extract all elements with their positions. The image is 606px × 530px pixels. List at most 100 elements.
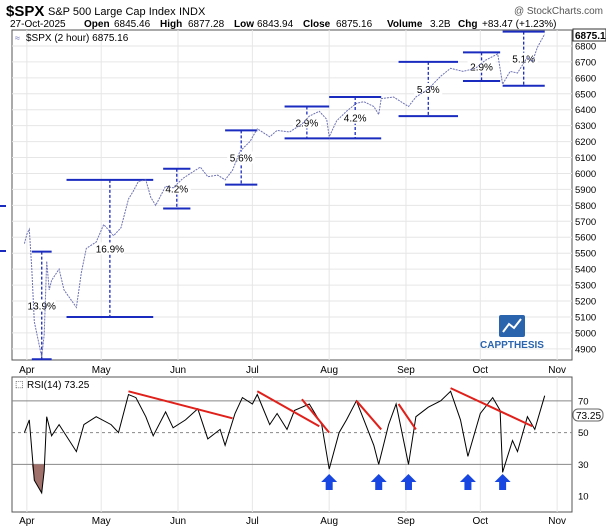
legend-icon: ≈	[15, 33, 20, 43]
last-value-tag: 6875.1	[572, 28, 606, 42]
rsi-y-axis: 10 30 50 70	[578, 396, 589, 502]
price-y-tick-label: 6300	[575, 121, 596, 132]
price-legend: ≈ $SPX (2 hour) 6875.16	[14, 32, 129, 44]
support-arrow-icon	[321, 474, 338, 490]
rsi-downtrend-line	[128, 390, 233, 420]
price-x-tick-label: May	[92, 365, 111, 376]
quote-date: 27-Oct-2025	[10, 19, 66, 30]
svg-text:73.25: 73.25	[576, 411, 601, 422]
volume-label: Volume	[387, 19, 423, 30]
bracket-label-bg	[227, 151, 256, 164]
low-value: 6843.94	[257, 19, 294, 30]
price-y-tick-label: 5600	[575, 233, 596, 244]
rsi-value-tag: 73.25	[572, 408, 604, 422]
rsi-downtrend-line	[450, 387, 533, 428]
capp-thesis-logo: CAPPTHESIS	[480, 315, 544, 351]
price-y-tick-label: 5800	[575, 201, 596, 212]
price-y-tick-label: 5700	[575, 217, 596, 228]
chart-header: $SPX S&P 500 Large Cap Index INDX @ Stoc…	[6, 3, 603, 30]
rsi-x-tick-label: Jul	[246, 516, 259, 527]
volume-value: 3.2B	[430, 19, 451, 30]
rsi-annotations	[128, 387, 533, 490]
bracket-label: 13.9%	[28, 301, 56, 312]
symbol: $SPX	[6, 3, 44, 20]
price-x-tick-label: Apr	[19, 365, 35, 376]
index-name: S&P 500 Large Cap Index	[48, 6, 176, 18]
legend-icon: ⬚	[15, 379, 24, 389]
rsi-downtrend-line	[256, 390, 320, 428]
price-x-tick-label: Jul	[246, 365, 259, 376]
rsi-x-tick-label: Apr	[19, 516, 35, 527]
exchange: INDX	[179, 6, 206, 18]
price-y-axis: 4900 5000 5100 5200 5300 5400 5500 5600 5700 5800…	[575, 41, 596, 355]
bracket-label: 4.2%	[344, 114, 367, 125]
left-edge-marks	[0, 205, 6, 252]
price-y-tick-label: 6500	[575, 89, 596, 100]
price-gridlines	[12, 30, 572, 360]
chg-label: Chg	[458, 19, 477, 30]
measure-brackets: 13.9% 16.9% 4.2% 5.6% 2.9% 4.2% 5.3% 2.9% 5.1%	[27, 30, 545, 361]
high-label: High	[160, 19, 182, 30]
bracket-label: 2.9%	[295, 118, 318, 129]
price-y-tick-label: 5200	[575, 297, 596, 308]
rsi-y-tick-label: 10	[578, 492, 589, 503]
price-y-tick-label: 5300	[575, 281, 596, 292]
bracket-label: 16.9%	[96, 244, 124, 255]
rsi-x-tick-label: Sep	[397, 516, 415, 527]
price-y-tick-label: 6800	[575, 41, 596, 52]
price-x-tick-label: Jun	[170, 365, 186, 376]
rsi-x-tick-label: May	[92, 516, 111, 527]
logo-text: CAPPTHESIS	[480, 340, 544, 351]
bracket-label-bg	[341, 111, 370, 124]
open-label: Open	[84, 19, 110, 30]
rsi-x-tick-label: Aug	[320, 516, 338, 527]
bracket-label: 5.6%	[230, 154, 253, 165]
bracket-label-bg	[95, 242, 124, 255]
price-panel-frame	[11, 29, 573, 361]
price-y-tick-label: 6600	[575, 73, 596, 84]
rsi-x-tick-label: Jun	[170, 516, 186, 527]
price-y-tick-label: 6000	[575, 169, 596, 180]
price-y-tick-label: 4900	[575, 344, 596, 355]
close-label: Close	[303, 19, 331, 30]
bracket-label: 5.3%	[417, 85, 440, 96]
bracket-label-bg	[509, 52, 538, 65]
price-x-tick-label: Oct	[473, 365, 489, 376]
price-legend-text: $SPX (2 hour) 6875.16	[26, 33, 129, 44]
price-y-tick-label: 5400	[575, 265, 596, 276]
rsi-y-tick-label: 50	[578, 428, 589, 439]
rsi-y-tick-label: 70	[578, 396, 589, 407]
rsi-x-tick-label: Oct	[473, 516, 489, 527]
bracket-label-bg	[27, 299, 56, 312]
svg-text:6875.1: 6875.1	[575, 31, 606, 42]
price-x-tick-label: Nov	[548, 365, 566, 376]
rsi-oversold-fill	[31, 464, 45, 493]
rsi-line	[23, 390, 546, 495]
support-arrow-icon	[494, 474, 511, 490]
rsi-x-axis: Apr May Jun Jul Aug Sep Oct Nov	[19, 516, 566, 527]
rsi-downtrend-line	[355, 400, 382, 431]
price-x-tick-label: Sep	[397, 365, 415, 376]
rsi-x-tick-label: Nov	[548, 516, 566, 527]
rsi-downtrend-line	[301, 398, 330, 434]
price-y-tick-label: 5100	[575, 312, 596, 323]
high-value: 6877.28	[188, 19, 225, 30]
price-y-tick-label: 6100	[575, 153, 596, 164]
support-arrow-icon	[459, 474, 476, 490]
watermark: @ StockCharts.com	[514, 6, 603, 17]
rsi-panel-frame	[11, 376, 573, 513]
spx-price-line	[23, 33, 546, 357]
low-label: Low	[234, 19, 254, 30]
close-value: 6875.16	[336, 19, 373, 30]
rsi-legend-text: RSI(14) 73.25	[27, 380, 90, 391]
price-y-tick-label: 6200	[575, 137, 596, 148]
rsi-downtrend-line	[397, 403, 417, 430]
support-arrow-icon	[370, 474, 387, 490]
price-x-axis: Apr May Jun Jul Aug Sep Oct Nov	[19, 365, 566, 376]
bracket-label: 2.9%	[470, 63, 493, 74]
bracket-label: 5.1%	[512, 55, 535, 66]
bracket-label-bg	[162, 182, 191, 195]
rsi-legend: ⬚ RSI(14) 73.25	[15, 379, 90, 391]
price-y-tick-label: 6400	[575, 105, 596, 116]
